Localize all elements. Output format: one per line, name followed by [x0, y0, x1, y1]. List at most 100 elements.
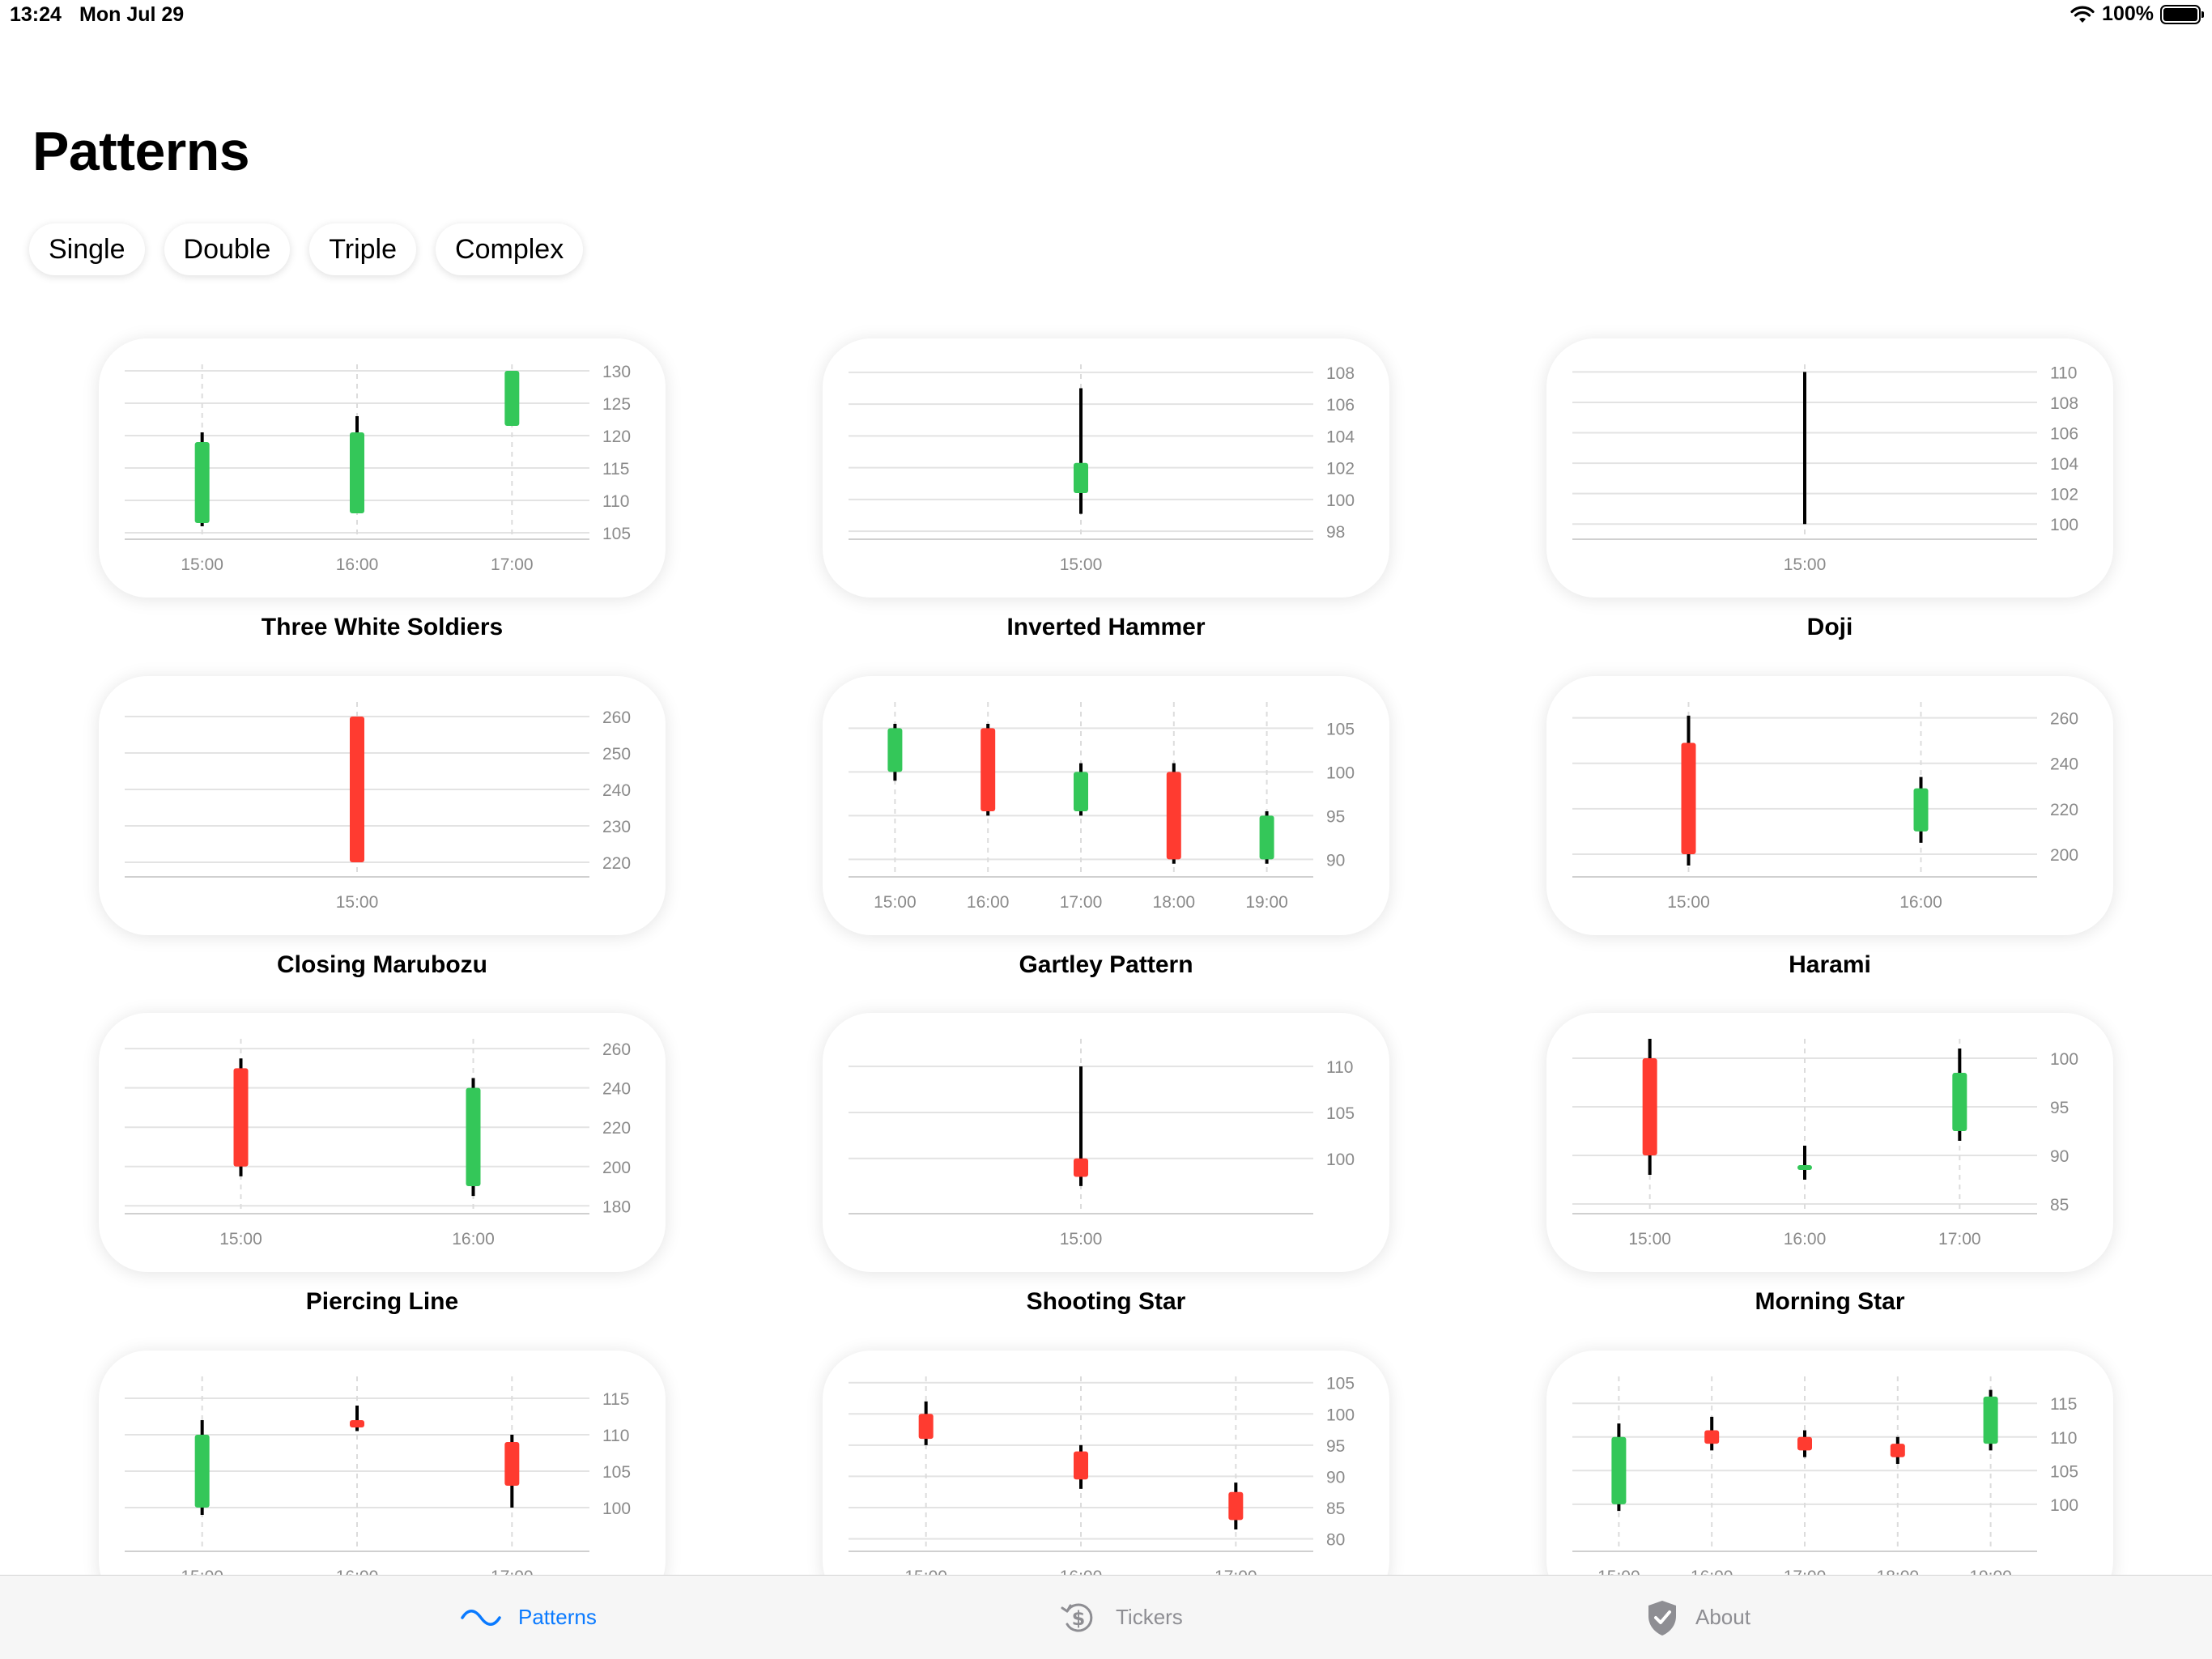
y-tick-label: 260: [602, 1040, 631, 1059]
y-tick-label: 220: [602, 1119, 631, 1138]
pattern-title: Closing Marubozu: [277, 951, 487, 978]
x-tick-label: 17:00: [1060, 893, 1103, 912]
bearish-candle-body: [1704, 1430, 1720, 1444]
pattern-card-three-black-crows[interactable]: 80 85 90 95 100 105 15:00 16:00 17:00: [823, 1351, 1389, 1575]
pattern-card-shooting-star[interactable]: 100 105 110 15:00: [823, 1013, 1389, 1272]
bullish-candle-body: [504, 371, 520, 426]
battery-percent: 100%: [2102, 2, 2154, 25]
y-tick-label: 120: [602, 428, 631, 446]
pattern-card-three-white-soldiers[interactable]: 105 110 115 120 125 130 15:00 16:00 17:00: [99, 338, 666, 598]
pattern-grid: 105 110 115 120 125 130 15:00 16:00 17:00 Three W…: [99, 338, 2113, 1575]
candlestick-chart: 90 95 100 105 15:00 16:00 17:00 18:00 19:00: [849, 702, 1355, 912]
page-title: Patterns: [32, 121, 250, 182]
shield-check-icon: [1648, 1600, 1676, 1636]
pattern-title: Doji: [1806, 614, 1853, 640]
y-tick-label: 105: [1326, 720, 1355, 738]
candlestick-chart: 105 110 115 120 125 130 15:00 16:00 17:00: [125, 363, 631, 574]
status-time: 13:24: [10, 3, 62, 26]
candle: [1259, 811, 1274, 864]
tab-tickers[interactable]: $ Tickers: [1057, 1576, 1183, 1659]
x-tick-label: 16:00: [1060, 1568, 1103, 1575]
y-tick-label: 90: [2050, 1147, 2069, 1166]
y-tick-label: 105: [2050, 1462, 2078, 1481]
candle: [350, 1406, 364, 1431]
pattern-card-inverted-hammer[interactable]: 98 100 102 104 106 108 15:00: [823, 338, 1389, 598]
bullish-candle-body: [1074, 462, 1088, 494]
tab-patterns[interactable]: Patterns: [460, 1576, 597, 1659]
x-tick-label: 15:00: [904, 1568, 947, 1575]
filter-single-button[interactable]: Single: [29, 223, 145, 275]
y-tick-label: 220: [602, 854, 631, 873]
y-tick-label: 100: [2050, 516, 2078, 534]
pattern-card-morning-star[interactable]: 85 90 95 100 15:00 16:00 17:00: [1546, 1013, 2113, 1272]
y-tick-label: 85: [2050, 1196, 2069, 1214]
y-tick-label: 95: [1326, 807, 1345, 826]
y-tick-label: 100: [2050, 1050, 2078, 1069]
x-tick-label: 15:00: [1060, 555, 1103, 574]
pattern-card-three-inside-up[interactable]: 100 105 110 115 15:00 16:00 17:00: [99, 1351, 666, 1575]
pattern-card-doji[interactable]: 100 102 104 106 108 110 15:00: [1546, 338, 2113, 598]
bullish-candle-body: [1952, 1073, 1967, 1131]
x-tick-label: 19:00: [1245, 893, 1288, 912]
y-tick-label: 240: [2050, 755, 2078, 774]
pattern-card-harami[interactable]: 200 220 240 260 15:00 16:00: [1546, 676, 2113, 935]
x-tick-label: 15:00: [1784, 555, 1827, 574]
candle: [1642, 1039, 1657, 1175]
candle: [1797, 1146, 1812, 1180]
candlestick-chart: 220 230 240 250 260 15:00: [125, 702, 631, 912]
x-tick-label: 15:00: [181, 1568, 223, 1575]
y-tick-label: 90: [1326, 1468, 1345, 1487]
candle: [1074, 763, 1088, 816]
candle: [1074, 1444, 1088, 1489]
bearish-candle-body: [1074, 1158, 1088, 1177]
pattern-card-piercing-line[interactable]: 180 200 220 240 260 15:00 16:00: [99, 1013, 666, 1272]
bearish-candle-body: [504, 1442, 520, 1486]
tab-about[interactable]: About: [1645, 1576, 1750, 1659]
filter-complex-button[interactable]: Complex: [436, 223, 584, 275]
y-tick-label: 230: [602, 818, 631, 836]
x-tick-label: 15:00: [181, 555, 223, 574]
x-tick-label: 15:00: [219, 1230, 262, 1249]
y-tick-label: 108: [2050, 394, 2078, 413]
y-tick-label: 240: [602, 781, 631, 800]
tab-about-label: About: [1695, 1605, 1750, 1629]
x-tick-label: 16:00: [1784, 1230, 1827, 1249]
tab-bar: Patterns $ Tickers About: [0, 1575, 2212, 1659]
candlestick-chart: 85 90 95 100 15:00 16:00 17:00: [1572, 1039, 2078, 1249]
tab-tickers-label: Tickers: [1116, 1605, 1183, 1629]
bearish-candle-body: [1797, 1436, 1812, 1451]
y-tick-label: 105: [1326, 1375, 1355, 1393]
y-tick-label: 180: [602, 1197, 631, 1216]
filter-double-button[interactable]: Double: [164, 223, 291, 275]
y-tick-label: 100: [602, 1499, 631, 1518]
candlestick-chart: 100 102 104 106 108 110 15:00: [1572, 364, 2078, 574]
x-tick-label: 16:00: [452, 1230, 495, 1249]
filter-triple-button[interactable]: Triple: [309, 223, 417, 275]
y-tick-label: 105: [1326, 1104, 1355, 1123]
bearish-candle-body: [1074, 1451, 1088, 1480]
y-tick-label: 98: [1326, 523, 1345, 542]
y-tick-label: 108: [1326, 364, 1355, 383]
x-tick-label: 15:00: [1060, 1230, 1103, 1249]
x-tick-label: 16:00: [1691, 1568, 1733, 1575]
pattern-card-gartley-pattern[interactable]: 90 95 100 105 15:00 16:00 17:00 18:00 19:00: [823, 676, 1389, 935]
bullish-candle-body: [1259, 815, 1274, 860]
y-tick-label: 90: [1326, 851, 1345, 870]
candle: [1797, 1430, 1812, 1457]
x-tick-label: 17:00: [1784, 1568, 1827, 1575]
y-tick-label: 105: [602, 525, 631, 543]
candle: [504, 1435, 520, 1508]
pattern-card-closing-marubozu[interactable]: 220 230 240 250 260 15:00: [99, 676, 666, 935]
x-tick-label: 15:00: [336, 893, 379, 912]
candle: [466, 1078, 481, 1197]
candle: [1166, 763, 1181, 864]
pattern-card-rising-three-methods[interactable]: 100 105 110 115 15:00 16:00 17:00 18:00 19:00: [1546, 1351, 2113, 1575]
candle: [1983, 1389, 1998, 1451]
bullish-candle-body: [887, 728, 903, 772]
bearish-candle-body: [350, 1420, 364, 1427]
y-tick-label: 260: [2050, 710, 2078, 729]
bearish-candle-body: [1642, 1058, 1657, 1155]
x-tick-label: 15:00: [1628, 1230, 1671, 1249]
pattern-title: Morning Star: [1755, 1288, 1905, 1315]
candle: [1228, 1482, 1244, 1529]
